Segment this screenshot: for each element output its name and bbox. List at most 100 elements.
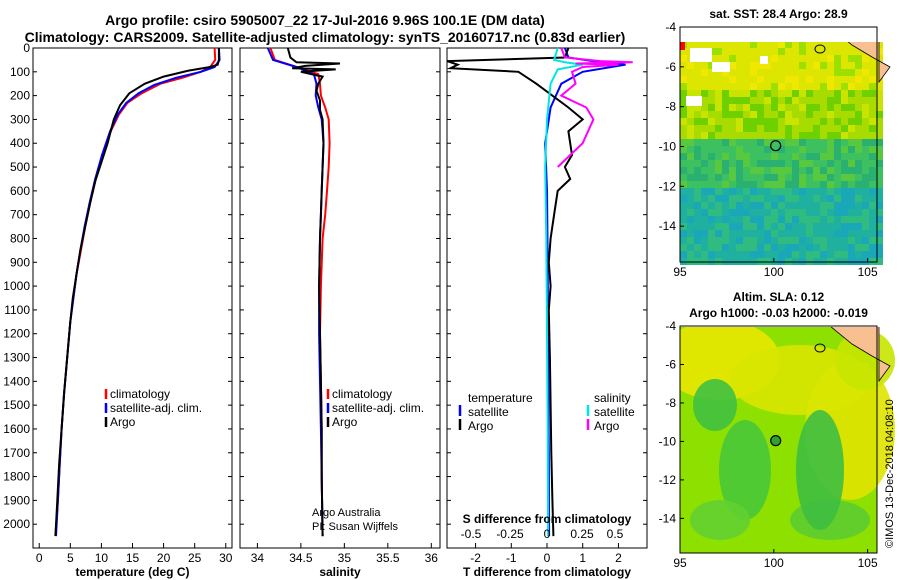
sst-cell [736,174,743,181]
sst-cell [743,195,750,202]
sst-cell [785,90,792,97]
sst-cell [764,90,771,97]
sst-cell [855,55,862,62]
sst-cell [785,104,792,111]
sst-cell [722,104,729,111]
sst-cell [813,76,820,83]
sst-cell [799,209,806,216]
sst-cell [834,42,841,48]
sst-cell [729,42,736,48]
sst-cell [813,251,820,258]
sst-cell [792,202,799,209]
sst-cell [757,209,764,216]
sst-cell [841,48,848,55]
sst-cell [841,216,848,223]
sst-cell [785,188,792,195]
sst-cell [694,118,701,125]
sst-cell [708,181,715,188]
sst-cell [820,223,827,230]
sst-cell [806,223,813,230]
sst-cell [834,132,841,139]
sst-cell [750,174,757,181]
sst-cell [799,244,806,251]
sst-cell [855,251,862,258]
sst-cell [820,216,827,223]
sst-cell [876,48,883,55]
sst-cell [750,230,757,237]
sst-cell [869,34,876,41]
x-tick-label: 34 [251,551,265,565]
y-tick-label: 1600 [3,422,30,436]
sst-cell [708,146,715,153]
x-tick-label: 35.5 [376,551,400,565]
sst-cell [834,174,841,181]
sst-cell [680,230,687,237]
sst-cell [848,111,855,118]
sst-cell [687,104,694,111]
sst-cell [841,34,848,41]
sst-cell [729,181,736,188]
sst-cell [834,111,841,118]
sst-cell [736,97,743,104]
sst-cell [715,27,722,34]
sst-cell [750,188,757,195]
sst-cell [785,181,792,188]
sst-cell [757,202,764,209]
sst-cell [869,90,876,97]
sst-cell [813,146,820,153]
sst-cell [848,62,855,69]
sst-cell [736,111,743,118]
panel-difference: -2 -1 0 1 2T difference from climatology [446,47,648,579]
sst-cell [722,139,729,146]
sst-cell [827,202,834,209]
sst-cell [848,90,855,97]
sst-cell [827,160,834,167]
sst-cell [708,153,715,160]
sst-cell [862,83,869,90]
sst-cell [841,146,848,153]
sst-cell [799,104,806,111]
sst-cell [715,48,722,55]
small-island [814,44,826,54]
panel-salinity: 34 34.5 35 35.5 36 salinity [239,47,441,579]
sst-cell [771,118,778,125]
sst-cell [841,55,848,62]
sst-cell [862,55,869,62]
legend-label-sal-argo: Argo [594,419,620,433]
sst-cell [799,34,806,41]
sst-cell [848,104,855,111]
sst-cell [799,90,806,97]
sst-cell [869,139,876,146]
sst-cell [862,251,869,258]
sst-cell [764,160,771,167]
map-y-tick-label: -4 [665,319,676,333]
sst-cell [806,146,813,153]
sst-cell [750,202,757,209]
sst-cell [792,181,799,188]
land-island [830,327,891,383]
sst-cell [757,188,764,195]
sst-cell [722,111,729,118]
map-y-tick-label: -6 [665,357,676,371]
legend-label-temperature: satellite-adj. clim. [110,401,202,415]
sst-cell [862,160,869,167]
sst-cell [841,195,848,202]
sst-cell [792,118,799,125]
sst-cell [757,27,764,34]
sst-cell [834,251,841,258]
sst-cell [862,27,869,34]
sst-cell [764,139,771,146]
sst-cell [694,216,701,223]
sst-hot-cell [680,42,685,50]
sst-cell [771,174,778,181]
sst-cell [778,153,785,160]
sst-cell [841,223,848,230]
sst-cell [792,104,799,111]
sst-cell [771,237,778,244]
sst-cell [834,48,841,55]
sst-cell [806,132,813,139]
sst-cell [799,237,806,244]
sst-cell [687,160,694,167]
series-line-difference-3 [557,47,633,168]
sst-cell [848,76,855,83]
